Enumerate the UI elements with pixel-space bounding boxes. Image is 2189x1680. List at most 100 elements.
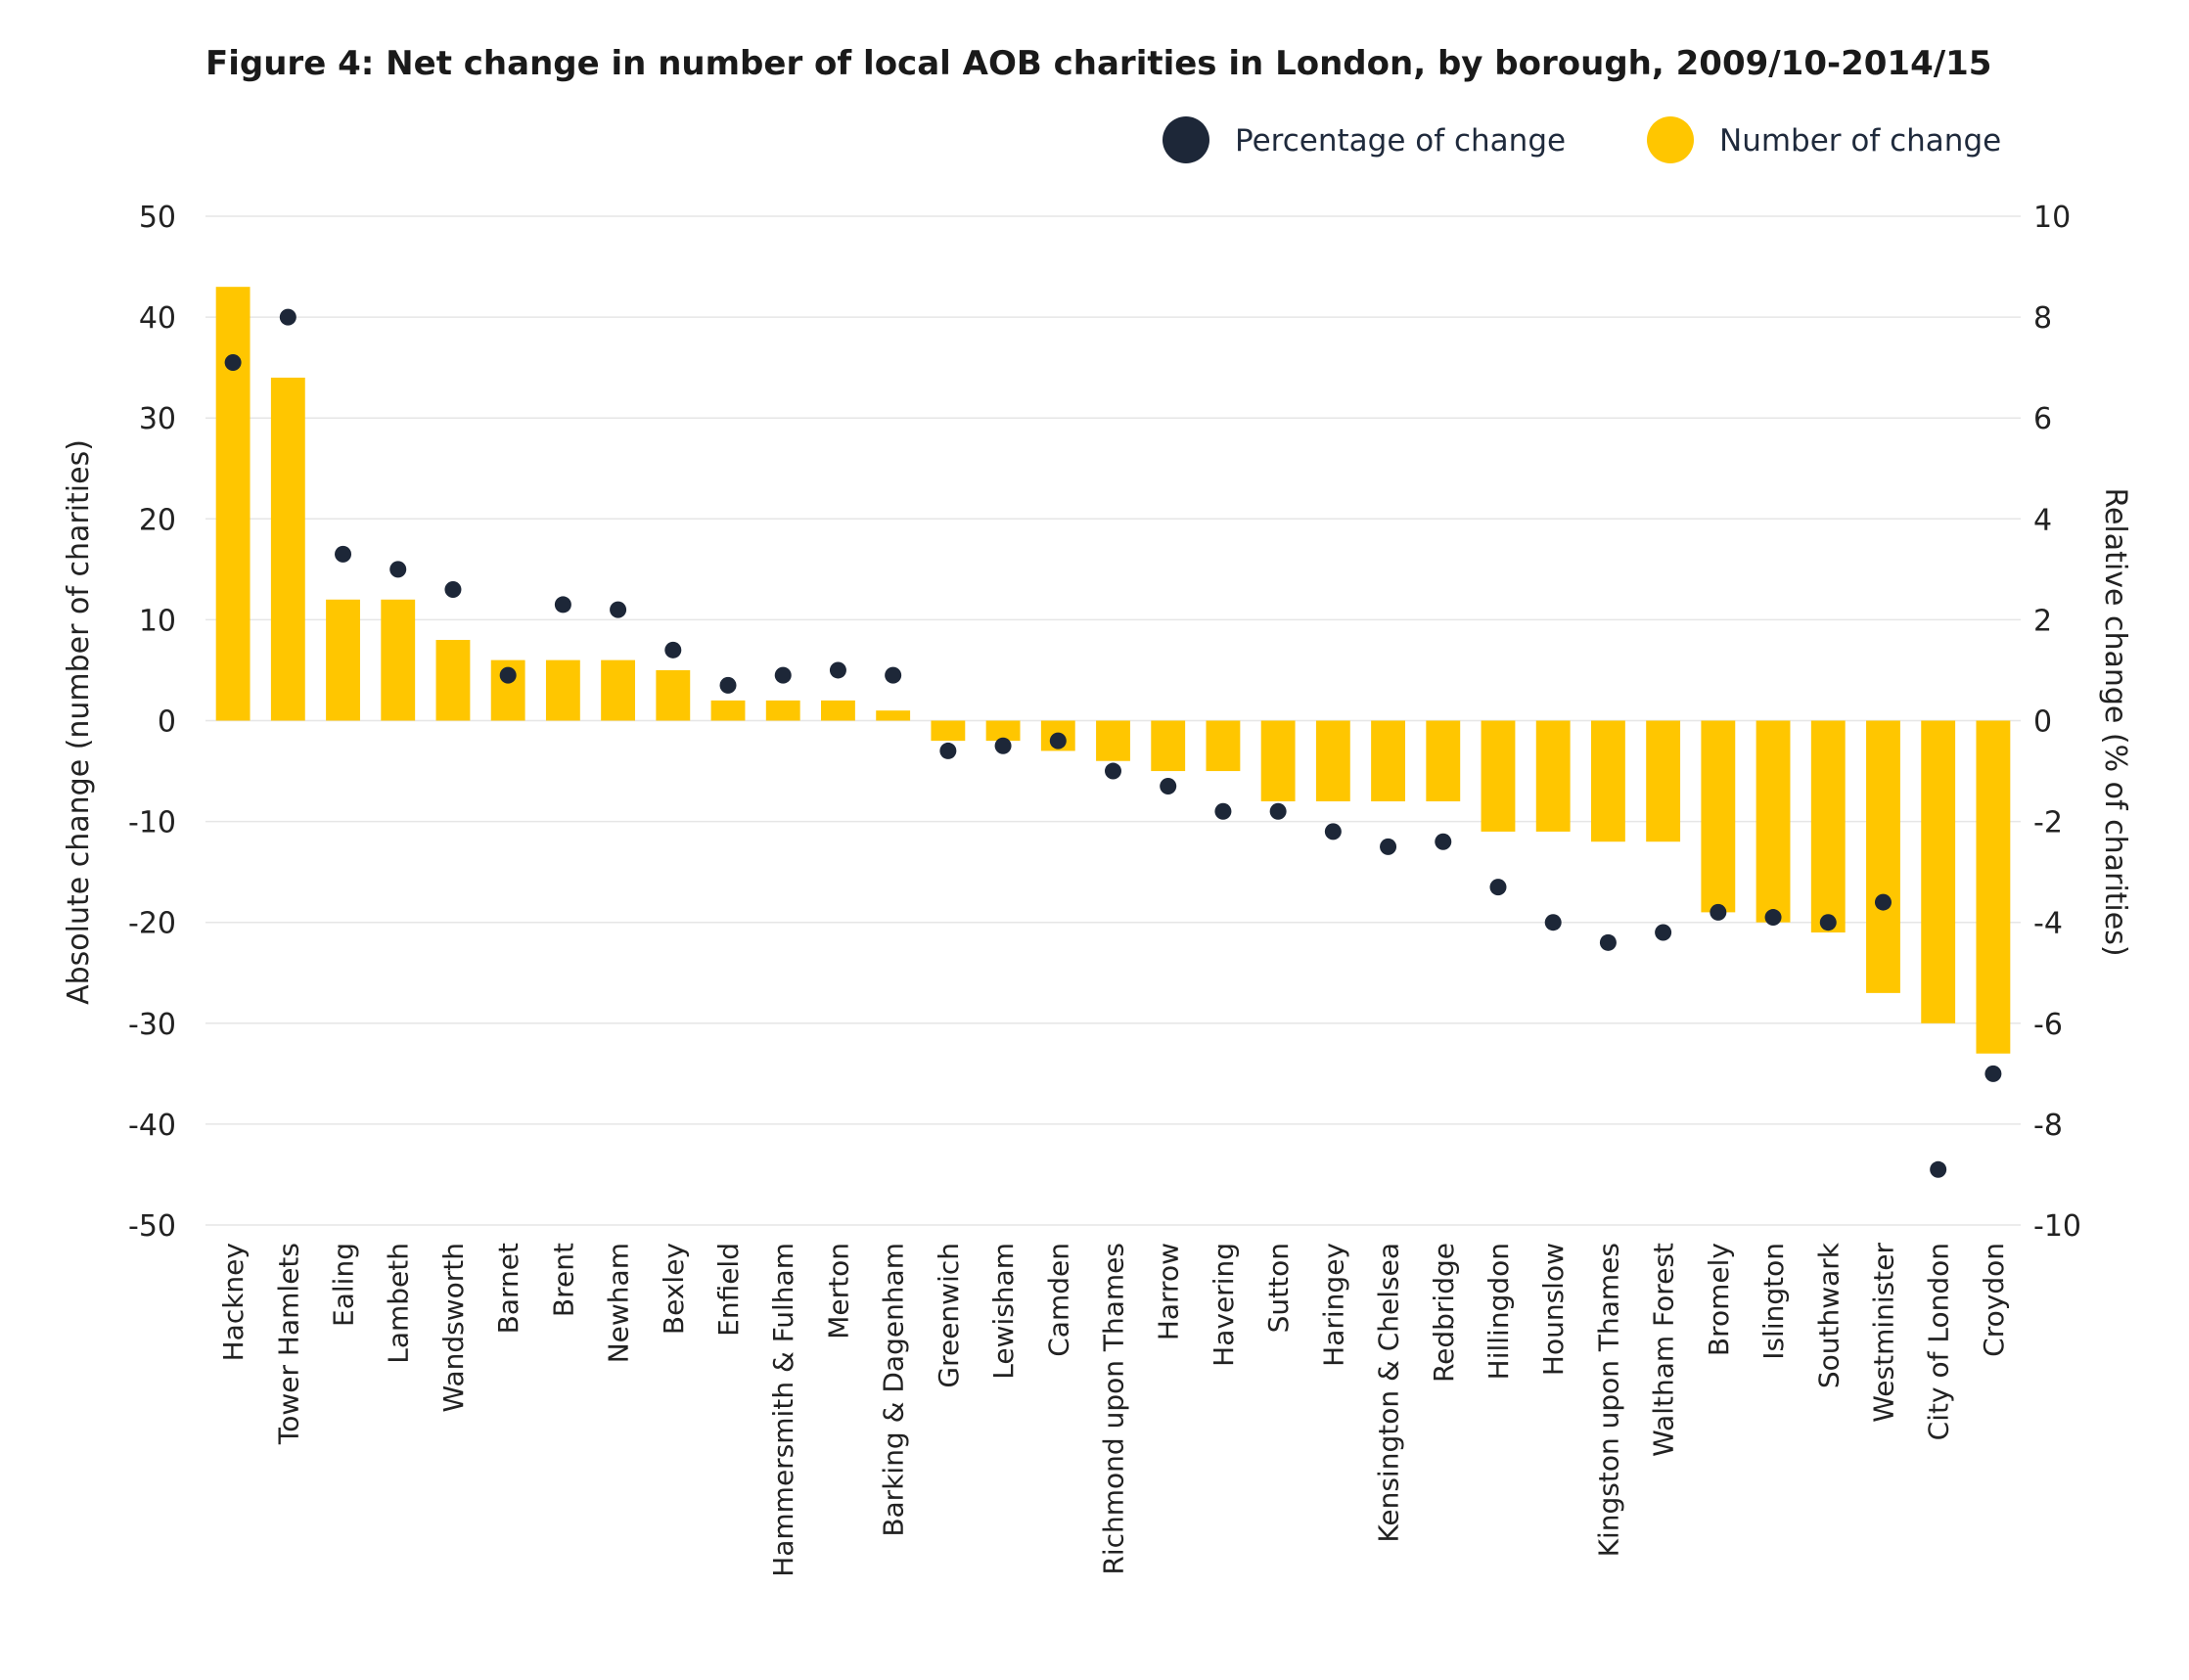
dot-tower-hamlets bbox=[279, 308, 296, 326]
left-tick-label: -20 bbox=[128, 907, 176, 941]
bar-greenwich bbox=[931, 720, 966, 742]
dot-waltham-forest bbox=[1655, 924, 1672, 941]
category-label-camden: Camden bbox=[1042, 1243, 1074, 1357]
bar-hillingdon bbox=[1481, 720, 1516, 832]
bar-kingston-upon-thames bbox=[1590, 720, 1625, 842]
category-label-bromely: Bromely bbox=[1703, 1243, 1735, 1356]
dot-merton bbox=[829, 661, 846, 679]
bar-lewisham bbox=[985, 720, 1021, 742]
bar-havering bbox=[1206, 720, 1241, 772]
bar-newham bbox=[601, 659, 636, 721]
dot-sutton bbox=[1269, 802, 1287, 820]
right-tick-label: -6 bbox=[2033, 1008, 2063, 1042]
category-label-hammersmith-and-fulham: Hammersmith & Fulham bbox=[767, 1243, 799, 1577]
dot-harrow bbox=[1160, 778, 1177, 795]
legend-label-number: Number of change bbox=[1719, 123, 2001, 159]
category-label-enfield: Enfield bbox=[712, 1243, 745, 1337]
category-label-havering: Havering bbox=[1208, 1243, 1240, 1367]
bar-wandsworth bbox=[435, 640, 471, 721]
category-label-hillingdon: Hillingdon bbox=[1482, 1243, 1515, 1380]
bar-croydon bbox=[1976, 720, 2011, 1054]
category-label-brent: Brent bbox=[547, 1243, 579, 1317]
left-tick-label: -40 bbox=[128, 1109, 176, 1143]
legend-swatch-number bbox=[1647, 116, 1694, 163]
category-label-redbridge: Redbridge bbox=[1428, 1243, 1460, 1383]
category-label-hackney: Hackney bbox=[217, 1243, 250, 1361]
right-tick-label: -8 bbox=[2033, 1109, 2063, 1143]
dot-wandsworth bbox=[444, 580, 462, 598]
bar-southwark bbox=[1810, 720, 1846, 933]
bar-barking-and-dagenham bbox=[876, 710, 911, 721]
bar-tower-hamlets bbox=[270, 377, 305, 721]
category-label-lewisham: Lewisham bbox=[987, 1243, 1020, 1380]
bar-hammersmith-and-fulham bbox=[765, 700, 800, 721]
right-tick-label: 10 bbox=[2033, 201, 2071, 235]
category-label-southwark: Southwark bbox=[1812, 1242, 1845, 1388]
dot-bromely bbox=[1710, 903, 1727, 921]
dot-croydon bbox=[1984, 1065, 2002, 1082]
legend-label-percentage: Percentage of change bbox=[1235, 123, 1566, 159]
bar-harrow bbox=[1151, 720, 1186, 772]
right-tick-label: 8 bbox=[2033, 301, 2052, 336]
left-tick-label: 40 bbox=[139, 301, 176, 336]
bar-redbridge bbox=[1426, 720, 1461, 801]
category-label-kensington-and-chelsea: Kensington & Chelsea bbox=[1373, 1243, 1405, 1543]
bar-hackney bbox=[215, 287, 251, 721]
right-axis-ticks: 10 8 6 4 2 0 -2 -4 -6 -8 -10 bbox=[2033, 201, 2081, 1244]
category-label-tower-hamlets: Tower Hamlets bbox=[272, 1243, 304, 1445]
dot-hillingdon bbox=[1489, 879, 1507, 896]
dot-lewisham bbox=[994, 737, 1012, 754]
category-label-croydon: Croydon bbox=[1978, 1243, 2010, 1357]
category-label-bexley: Bexley bbox=[658, 1243, 690, 1335]
category-labels: Hackney Tower Hamlets Ealing Lambeth Wandswo… bbox=[217, 1242, 2010, 1577]
left-tick-label: 20 bbox=[139, 503, 176, 537]
right-tick-label: -2 bbox=[2033, 806, 2063, 840]
bar-city-of-london bbox=[1921, 720, 1956, 1023]
category-label-haringey: Haringey bbox=[1317, 1243, 1349, 1367]
category-label-hounslow: Hounslow bbox=[1537, 1243, 1570, 1376]
bar-hounslow bbox=[1535, 720, 1571, 832]
dot-hammersmith-and-fulham bbox=[774, 666, 792, 684]
category-label-islington: Islington bbox=[1757, 1243, 1790, 1360]
bar-brent bbox=[545, 659, 580, 721]
dot-barnet bbox=[499, 666, 517, 684]
bar-richmond-upon-thames bbox=[1096, 720, 1130, 761]
left-tick-label: 0 bbox=[158, 705, 176, 740]
bar-ealing bbox=[326, 599, 360, 721]
bar-merton bbox=[821, 700, 855, 721]
legend: Percentage of change Number of change bbox=[1163, 116, 2001, 163]
category-label-sutton: Sutton bbox=[1262, 1243, 1295, 1333]
bars-number-of-change bbox=[215, 287, 2011, 1054]
dot-hounslow bbox=[1544, 914, 1562, 931]
bar-enfield bbox=[710, 700, 746, 721]
left-tick-label: -30 bbox=[128, 1008, 176, 1042]
legend-swatch-percentage bbox=[1163, 116, 1209, 163]
dot-southwark bbox=[1819, 914, 1837, 931]
bar-haringey bbox=[1315, 720, 1350, 801]
dot-westminister bbox=[1874, 893, 1892, 911]
dots-percentage-of-change bbox=[224, 308, 2002, 1178]
bar-bromely bbox=[1701, 720, 1736, 913]
category-label-richmond-upon-thames: Richmond upon Thames bbox=[1098, 1243, 1130, 1575]
y2-axis-title: Relative change (% of charities) bbox=[2098, 487, 2132, 956]
left-axis-ticks: 50 40 30 20 10 0 -10 -20 -30 -40 -50 bbox=[128, 201, 176, 1244]
dot-newham bbox=[610, 601, 627, 618]
dot-redbridge bbox=[1435, 833, 1452, 850]
right-tick-label: 2 bbox=[2033, 604, 2052, 638]
dot-kingston-upon-thames bbox=[1599, 933, 1617, 951]
bar-lambeth bbox=[381, 599, 416, 721]
category-label-barnet: Barnet bbox=[492, 1243, 524, 1334]
dot-islington bbox=[1764, 909, 1782, 927]
dot-lambeth bbox=[389, 561, 407, 578]
bar-bexley bbox=[656, 669, 691, 721]
right-tick-label: 4 bbox=[2033, 503, 2052, 537]
category-label-greenwich: Greenwich bbox=[933, 1243, 965, 1388]
right-tick-label: -4 bbox=[2033, 907, 2063, 941]
bar-sutton bbox=[1260, 720, 1296, 801]
right-tick-label: -10 bbox=[2033, 1209, 2081, 1244]
dot-camden bbox=[1049, 732, 1067, 749]
left-tick-label: 30 bbox=[139, 402, 176, 436]
dot-ealing bbox=[335, 545, 352, 563]
left-tick-label: 50 bbox=[139, 201, 176, 235]
